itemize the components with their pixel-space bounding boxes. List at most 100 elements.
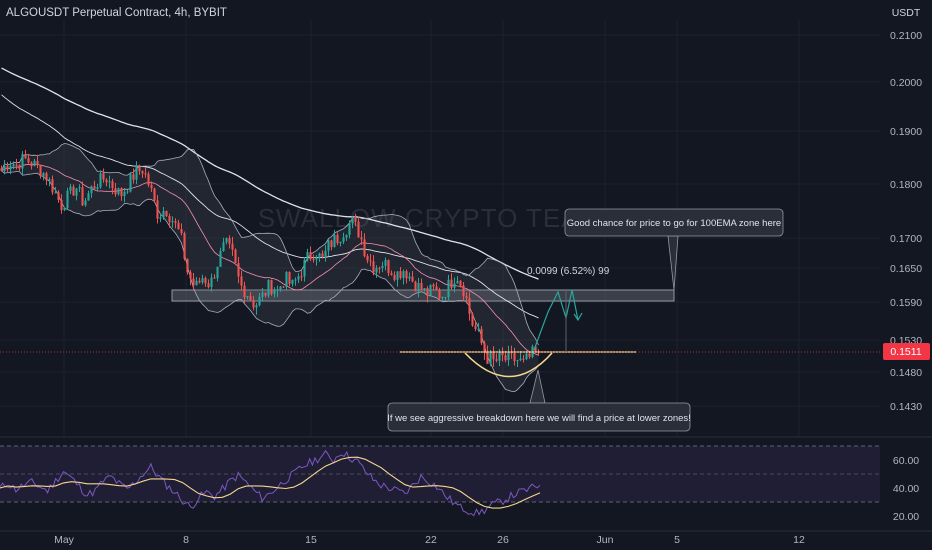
price-tick-label: 0.1650 <box>890 263 922 275</box>
candle-body <box>15 164 18 166</box>
candle-body <box>261 292 264 297</box>
candle-body <box>267 280 270 296</box>
bollinger-band-area <box>1 143 539 392</box>
time-tick-label: 5 <box>674 534 680 546</box>
candle-body <box>180 229 183 234</box>
candle-body <box>210 277 213 288</box>
candle-body <box>162 211 165 218</box>
callout-box <box>387 402 691 432</box>
price-tick-label: 0.1700 <box>890 233 922 245</box>
candle-body <box>303 259 306 277</box>
callout-good-chance[interactable]: Good chance for price to go for 100EMA z… <box>564 208 784 291</box>
candle-body <box>54 192 57 194</box>
candle-body <box>507 352 510 361</box>
candle-body <box>222 242 225 251</box>
candle-body <box>270 280 273 294</box>
candle-body <box>276 289 279 291</box>
cup-arc <box>464 352 553 378</box>
candle-body <box>249 296 252 301</box>
time-tick-label: 8 <box>183 534 189 546</box>
candle-body <box>111 181 114 189</box>
candle-body <box>480 328 483 344</box>
candle-body <box>498 351 501 361</box>
candle-body <box>402 271 405 278</box>
candle-body <box>195 280 198 286</box>
candle-body <box>399 271 402 278</box>
candle-body <box>252 300 255 308</box>
time-tick-label: May <box>54 534 75 546</box>
candle-body <box>171 221 174 223</box>
candle-body <box>429 284 432 296</box>
candle-body <box>126 191 129 193</box>
candle-body <box>225 238 228 243</box>
candle-body <box>318 253 321 259</box>
candle-body <box>207 283 210 288</box>
candle-body <box>108 181 111 183</box>
candle-body <box>132 174 135 180</box>
candle-body <box>138 166 141 172</box>
candle-body <box>78 187 81 189</box>
candle-body <box>99 173 102 188</box>
candle-body <box>456 280 459 284</box>
chart-title: ALGOUSDT Perpetual Contract, 4h, BYBIT <box>6 7 227 19</box>
time-axis[interactable]: May 8 15 22 26 Jun 5 12 <box>54 534 805 546</box>
candle-body <box>435 286 438 290</box>
projection-path <box>533 289 579 351</box>
last-price-value: 0.1511 <box>890 346 921 358</box>
candle-body <box>327 240 330 251</box>
candle-body <box>525 353 528 360</box>
candle-body <box>123 191 126 197</box>
candle-body <box>81 187 84 206</box>
candle-body <box>468 298 471 314</box>
rsi-tick-label: 60.00 <box>893 455 919 467</box>
candle-body <box>105 179 108 183</box>
candles <box>0 149 540 368</box>
candle-body <box>513 353 516 361</box>
candle-body <box>255 305 258 308</box>
candle-body <box>24 154 27 159</box>
candle-body <box>384 260 387 266</box>
price-range-label: 0.0099 (6.52%) 99 <box>527 266 610 277</box>
candle-body <box>147 173 150 185</box>
candle-body <box>237 263 240 277</box>
candle-body <box>300 276 303 278</box>
candle-body <box>432 284 435 287</box>
candle-body <box>192 278 195 286</box>
candle-body <box>309 252 312 260</box>
candle-body <box>150 184 153 189</box>
candle-body <box>375 267 378 273</box>
candle-body <box>441 297 444 299</box>
bollinger-band-fill <box>1 143 539 392</box>
candle-body <box>201 278 204 283</box>
watermark: SWALLOW CRYPTO TEAM <box>258 203 603 233</box>
candle-body <box>30 162 33 167</box>
rsi-axis[interactable]: 60.00 40.00 20.00 <box>893 455 919 523</box>
projection-arrow-icon <box>573 312 583 322</box>
candle-body <box>6 166 9 170</box>
time-tick-label: 22 <box>425 534 437 546</box>
candle-body <box>459 280 462 286</box>
candle-body <box>351 216 354 224</box>
candle-body <box>159 217 162 219</box>
price-tick-label: 0.1800 <box>890 179 922 191</box>
candle-body <box>279 286 282 290</box>
candle-body <box>438 289 441 299</box>
candle-body <box>420 283 423 291</box>
candle-body <box>258 296 261 306</box>
candle-body <box>348 223 351 235</box>
candle-body <box>165 211 168 217</box>
callout-text: If we see aggressive breakdown here we w… <box>387 413 691 424</box>
callout-breakdown[interactable]: If we see aggressive breakdown here we w… <box>387 369 691 432</box>
candle-body <box>93 186 96 189</box>
candle-body <box>141 171 144 174</box>
candle-body <box>453 283 456 288</box>
candle-body <box>228 238 231 244</box>
candle-body <box>321 253 324 257</box>
candle-body <box>174 221 177 223</box>
candle-body <box>504 355 507 361</box>
candle-body <box>177 222 180 230</box>
candle-body <box>204 278 207 284</box>
candle-body <box>417 283 420 292</box>
candle-body <box>462 285 465 297</box>
